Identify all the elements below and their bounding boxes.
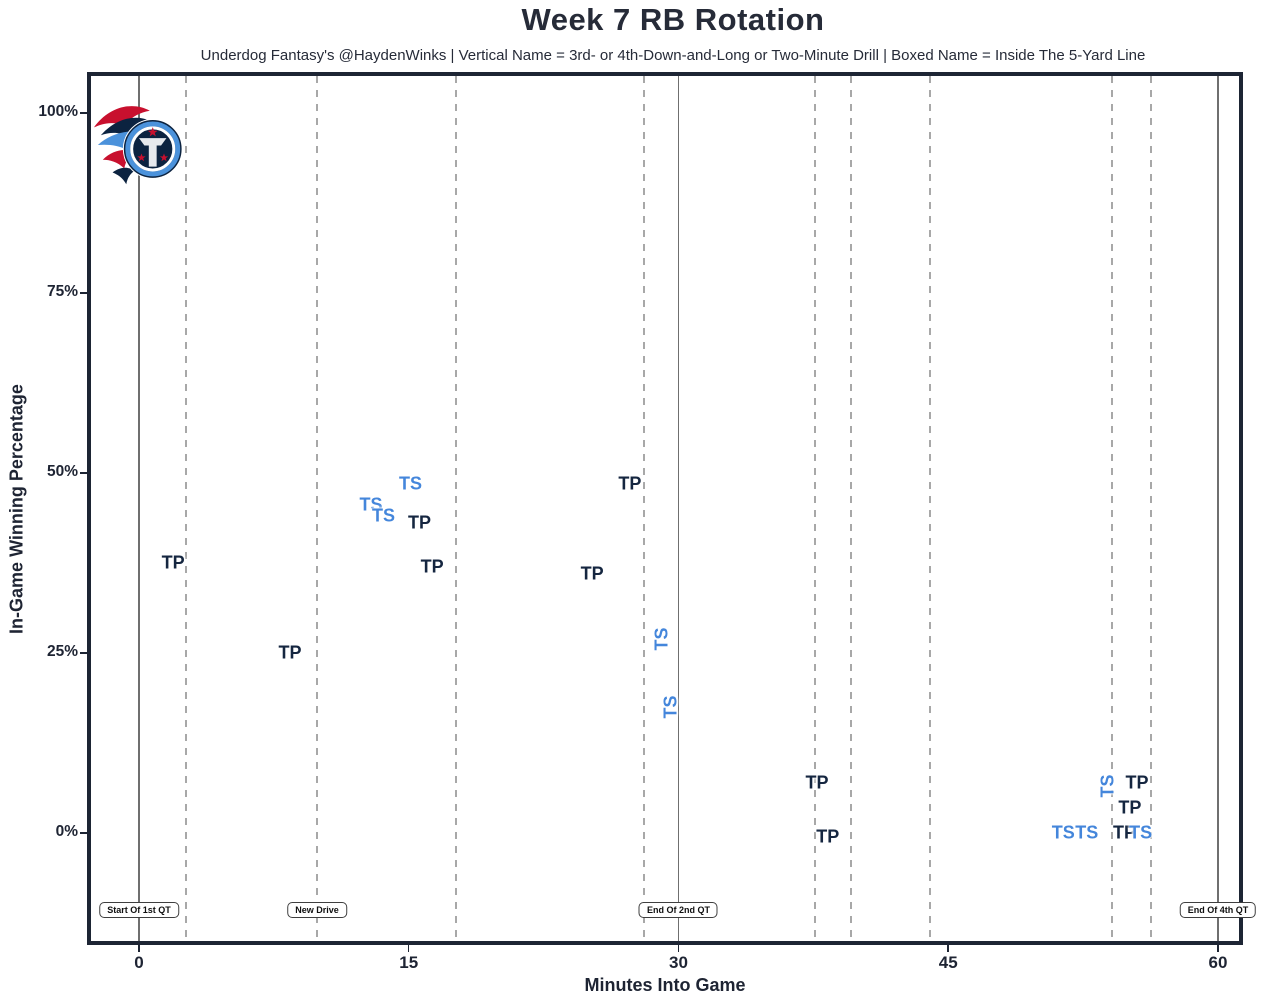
player-label-ts: TS: [372, 505, 396, 526]
quarter-marker-label: End Of 4th QT: [1179, 902, 1257, 918]
new-drive-gridline: [316, 76, 319, 941]
quarter-gridline: [1217, 76, 1219, 941]
y-tick-mark: [80, 472, 87, 474]
quarter-marker-label: New Drive: [287, 902, 347, 918]
x-tick-label: 15: [399, 953, 419, 972]
x-tick-mark: [677, 945, 680, 952]
new-drive-gridline: [454, 76, 457, 941]
player-label-ts: TS: [359, 494, 383, 515]
x-tick-mark: [407, 945, 410, 952]
new-drive-gridline: [1150, 76, 1153, 941]
player-label-ts: TS: [660, 695, 681, 719]
y-tick-mark: [80, 292, 87, 294]
x-tick-label: 30: [669, 953, 688, 972]
player-label-tp: TP: [580, 563, 604, 584]
quarter-marker-label: Start Of 1st QT: [99, 902, 179, 918]
y-tick-label: 50%: [46, 463, 78, 480]
player-label-tp: TP: [805, 772, 829, 793]
player-label-tp: TP: [1125, 772, 1149, 793]
player-label-tp: TP: [1112, 822, 1136, 843]
tennessee-titans-logo-icon: [93, 106, 183, 185]
player-label-tp: TP: [278, 642, 302, 663]
chart-subtitle: Underdog Fantasy's @HaydenWinks | Vertic…: [200, 47, 1146, 64]
player-label-tp: TP: [1118, 797, 1142, 818]
y-axis-title: In-Game Winning Percentage: [6, 384, 27, 634]
x-axis-title: Minutes Into Game: [584, 975, 746, 995]
new-drive-gridline: [850, 76, 853, 941]
y-tick-label: 75%: [46, 283, 78, 300]
quarter-marker-label: End Of 2nd QT: [638, 902, 718, 918]
new-drive-gridline: [929, 76, 932, 941]
player-label-ts: TS: [1129, 822, 1153, 843]
player-label-ts: TS: [1075, 822, 1099, 843]
x-tick-mark: [1217, 945, 1219, 952]
x-tick-label: 45: [938, 953, 958, 972]
player-label-tp: TP: [618, 473, 642, 494]
player-label-tp: TP: [816, 826, 840, 847]
y-tick-mark: [80, 832, 87, 834]
player-label-tp: TP: [420, 556, 444, 577]
quarter-gridline: [138, 76, 140, 941]
player-label-ts: TS: [399, 473, 423, 494]
player-label-tp: TP: [161, 552, 185, 573]
new-drive-gridline: [1110, 76, 1113, 941]
chart-title: Week 7 RB Rotation: [521, 2, 825, 37]
new-drive-gridline: [814, 76, 817, 941]
y-tick-label: 25%: [46, 643, 78, 660]
player-label-ts: TS: [1097, 774, 1118, 798]
y-tick-label: 0%: [55, 823, 78, 840]
plot-area: Start Of 1st QT New Drive End Of 2nd QT End…: [87, 72, 1257, 945]
y-tick-mark: [80, 652, 87, 654]
x-tick-mark: [138, 945, 140, 952]
new-drive-gridline: [184, 76, 187, 941]
y-tick-mark: [80, 112, 87, 114]
player-label-tp: TP: [408, 512, 432, 533]
y-tick-label: 100%: [38, 103, 78, 120]
player-label-ts: TS: [651, 627, 672, 651]
x-tick-mark: [947, 945, 949, 952]
x-tick-label: 60: [1208, 953, 1228, 972]
player-label-ts: TS: [1051, 822, 1075, 843]
new-drive-gridline: [643, 76, 646, 941]
x-tick-label: 0: [134, 953, 144, 972]
quarter-gridline: [677, 76, 680, 941]
